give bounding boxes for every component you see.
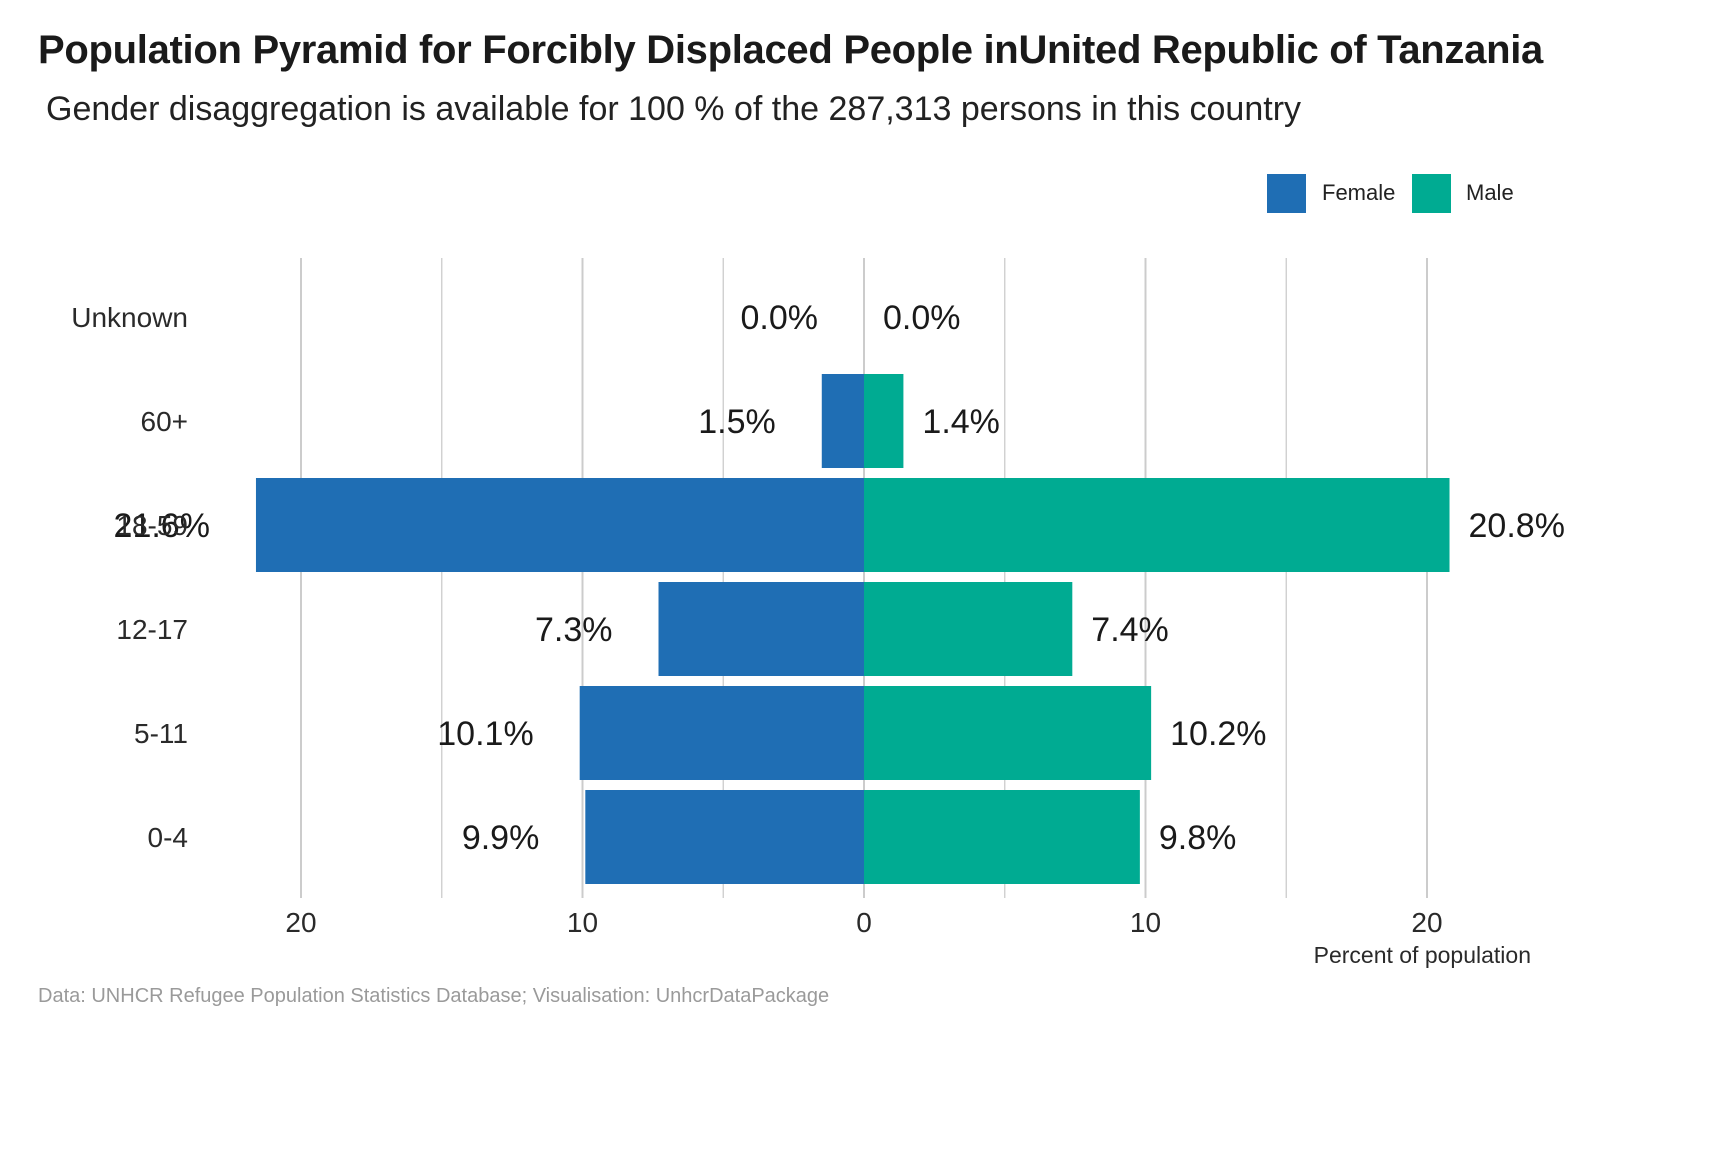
chart-subtitle: Gender disaggregation is available for 1… [46,90,1302,128]
data-label-male: 7.4% [1091,611,1169,649]
y-tick-label: 60+ [141,406,189,437]
bar-male-5-11 [864,686,1152,780]
data-label-female: 1.5% [698,403,776,441]
data-labels: 0.0% 0.0% 1.5% 1.4% 21.6% 20.8% 7.3% 7.4% 10.1% 1… [114,299,1565,857]
data-label-male: 20.8% [1469,507,1565,545]
y-tick-label: 0-4 [148,822,188,853]
bar-male-60+ [864,374,904,468]
axes: Unknown 60+ 18-59 12-17 5-11 0-4 20 10 0 10 20 Perc… [71,302,1531,968]
legend: Female Male [1267,174,1527,214]
bar-female-5-11 [579,686,864,780]
x-tick-label: 10 [567,907,598,938]
data-label-male: 9.8% [1159,819,1237,857]
y-tick-label: Unknown [71,302,188,333]
data-label-female: 9.9% [462,819,540,857]
data-label-female: 7.3% [535,611,613,649]
bar-female-12-17 [658,582,864,676]
legend-label-male: Male [1466,180,1514,205]
bar-female-18-59 [255,478,864,572]
y-tick-label: 18-59 [116,510,188,541]
y-tick-label: 5-11 [134,718,188,749]
x-tick-label: 20 [285,907,316,938]
data-label-female: 10.1% [437,715,533,753]
legend-label-female: Female [1322,180,1396,205]
bar-female-60+ [821,374,864,468]
x-tick-label: 10 [1130,907,1161,938]
legend-swatch-male [1412,174,1451,213]
chart-page: Population Pyramid for Forcibly Displace… [38,28,1565,1007]
bar-female-0-4 [585,790,864,884]
data-label-female: 0.0% [741,299,819,337]
x-tick-label: 0 [856,907,872,938]
data-label-male: 0.0% [883,299,961,337]
x-axis-title: Percent of population [1314,942,1531,968]
data-label-female: 21.6% [114,507,210,545]
y-tick-label: 12-17 [116,614,188,645]
legend-swatch-female [1267,174,1306,213]
x-tick-label: 20 [1411,907,1442,938]
population-pyramid-chart: 0.0% 0.0% 1.5% 1.4% 21.6% 20.8% 7.3% 7.4% 10.1% 1… [71,258,1565,968]
bar-male-18-59 [864,478,1450,572]
data-label-male: 10.2% [1170,715,1266,753]
data-label-male: 1.4% [922,403,1000,441]
chart-caption: Data: UNHCR Refugee Population Statistic… [38,985,830,1007]
bar-male-0-4 [864,790,1140,884]
bars [255,374,1450,884]
chart-title: Population Pyramid for Forcibly Displace… [38,28,1543,72]
bar-male-12-17 [864,582,1073,676]
